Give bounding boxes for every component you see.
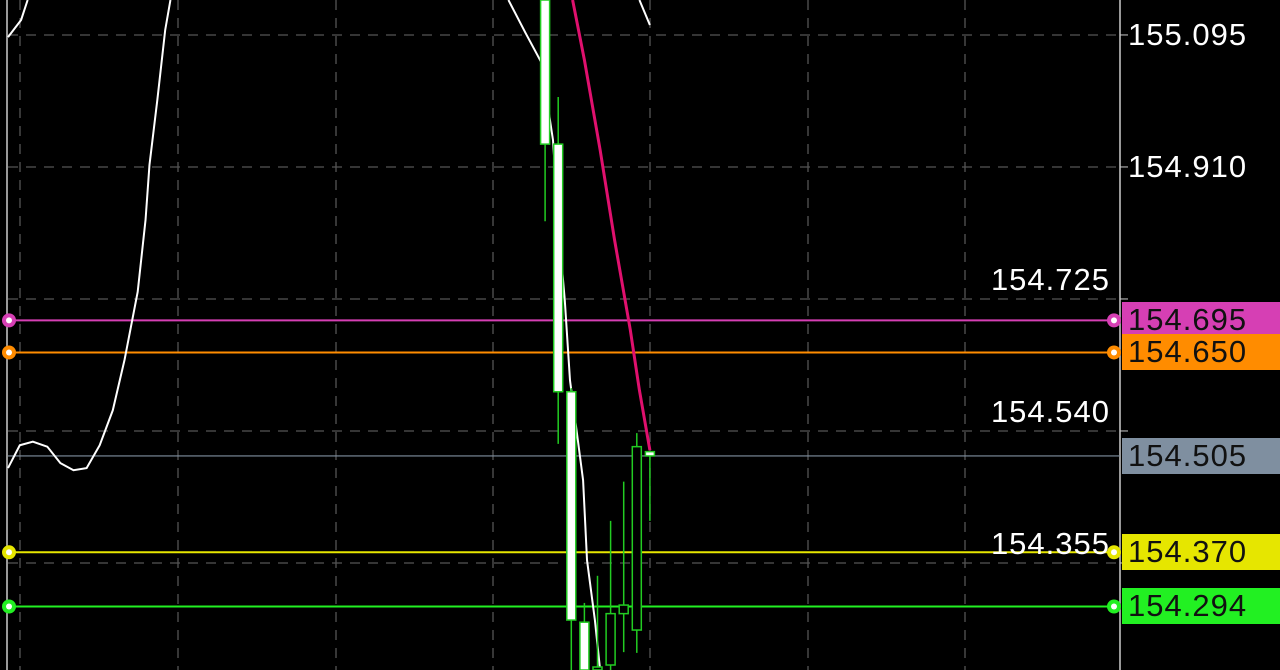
candle-bullish [605, 612, 616, 666]
candle-bullish [592, 666, 603, 670]
handle-dot-icon [6, 317, 12, 324]
y-tick-label: 154.910 [1128, 148, 1248, 184]
handle-dot-icon [1111, 317, 1117, 324]
candle-bearish [579, 621, 590, 670]
y-tick-label: 155.095 [1128, 16, 1248, 52]
y-tick-label: 154.540 [990, 393, 1110, 429]
indicator-line [7, 0, 172, 472]
candle-bullish [618, 604, 629, 615]
indicator-line [7, 0, 29, 38]
y-tick-label: 154.725 [990, 261, 1110, 297]
price-level-label: 154.370 [1122, 534, 1280, 571]
indicator-line [507, 0, 602, 670]
candle-bearish [644, 450, 656, 457]
price-level-label: 154.650 [1122, 334, 1280, 371]
candle-bearish [566, 390, 577, 621]
handle-dot-icon [1111, 349, 1117, 356]
handle-dot-icon [6, 603, 12, 610]
indicator-line [638, 0, 651, 26]
candle-bearish [552, 143, 564, 393]
indicator-line [571, 0, 652, 451]
handle-dot-icon [1111, 603, 1117, 610]
price-level-label: 154.695 [1122, 302, 1280, 339]
y-tick-label: 154.355 [990, 525, 1110, 561]
candle-bullish [631, 445, 643, 631]
handle-dot-icon [6, 349, 12, 356]
price-level-label: 154.294 [1122, 588, 1280, 625]
handle-dot-icon [6, 549, 12, 556]
last-price-label: 154.505 [1122, 437, 1280, 474]
handle-dot-icon [1111, 549, 1117, 556]
candle-bearish [539, 0, 551, 145]
